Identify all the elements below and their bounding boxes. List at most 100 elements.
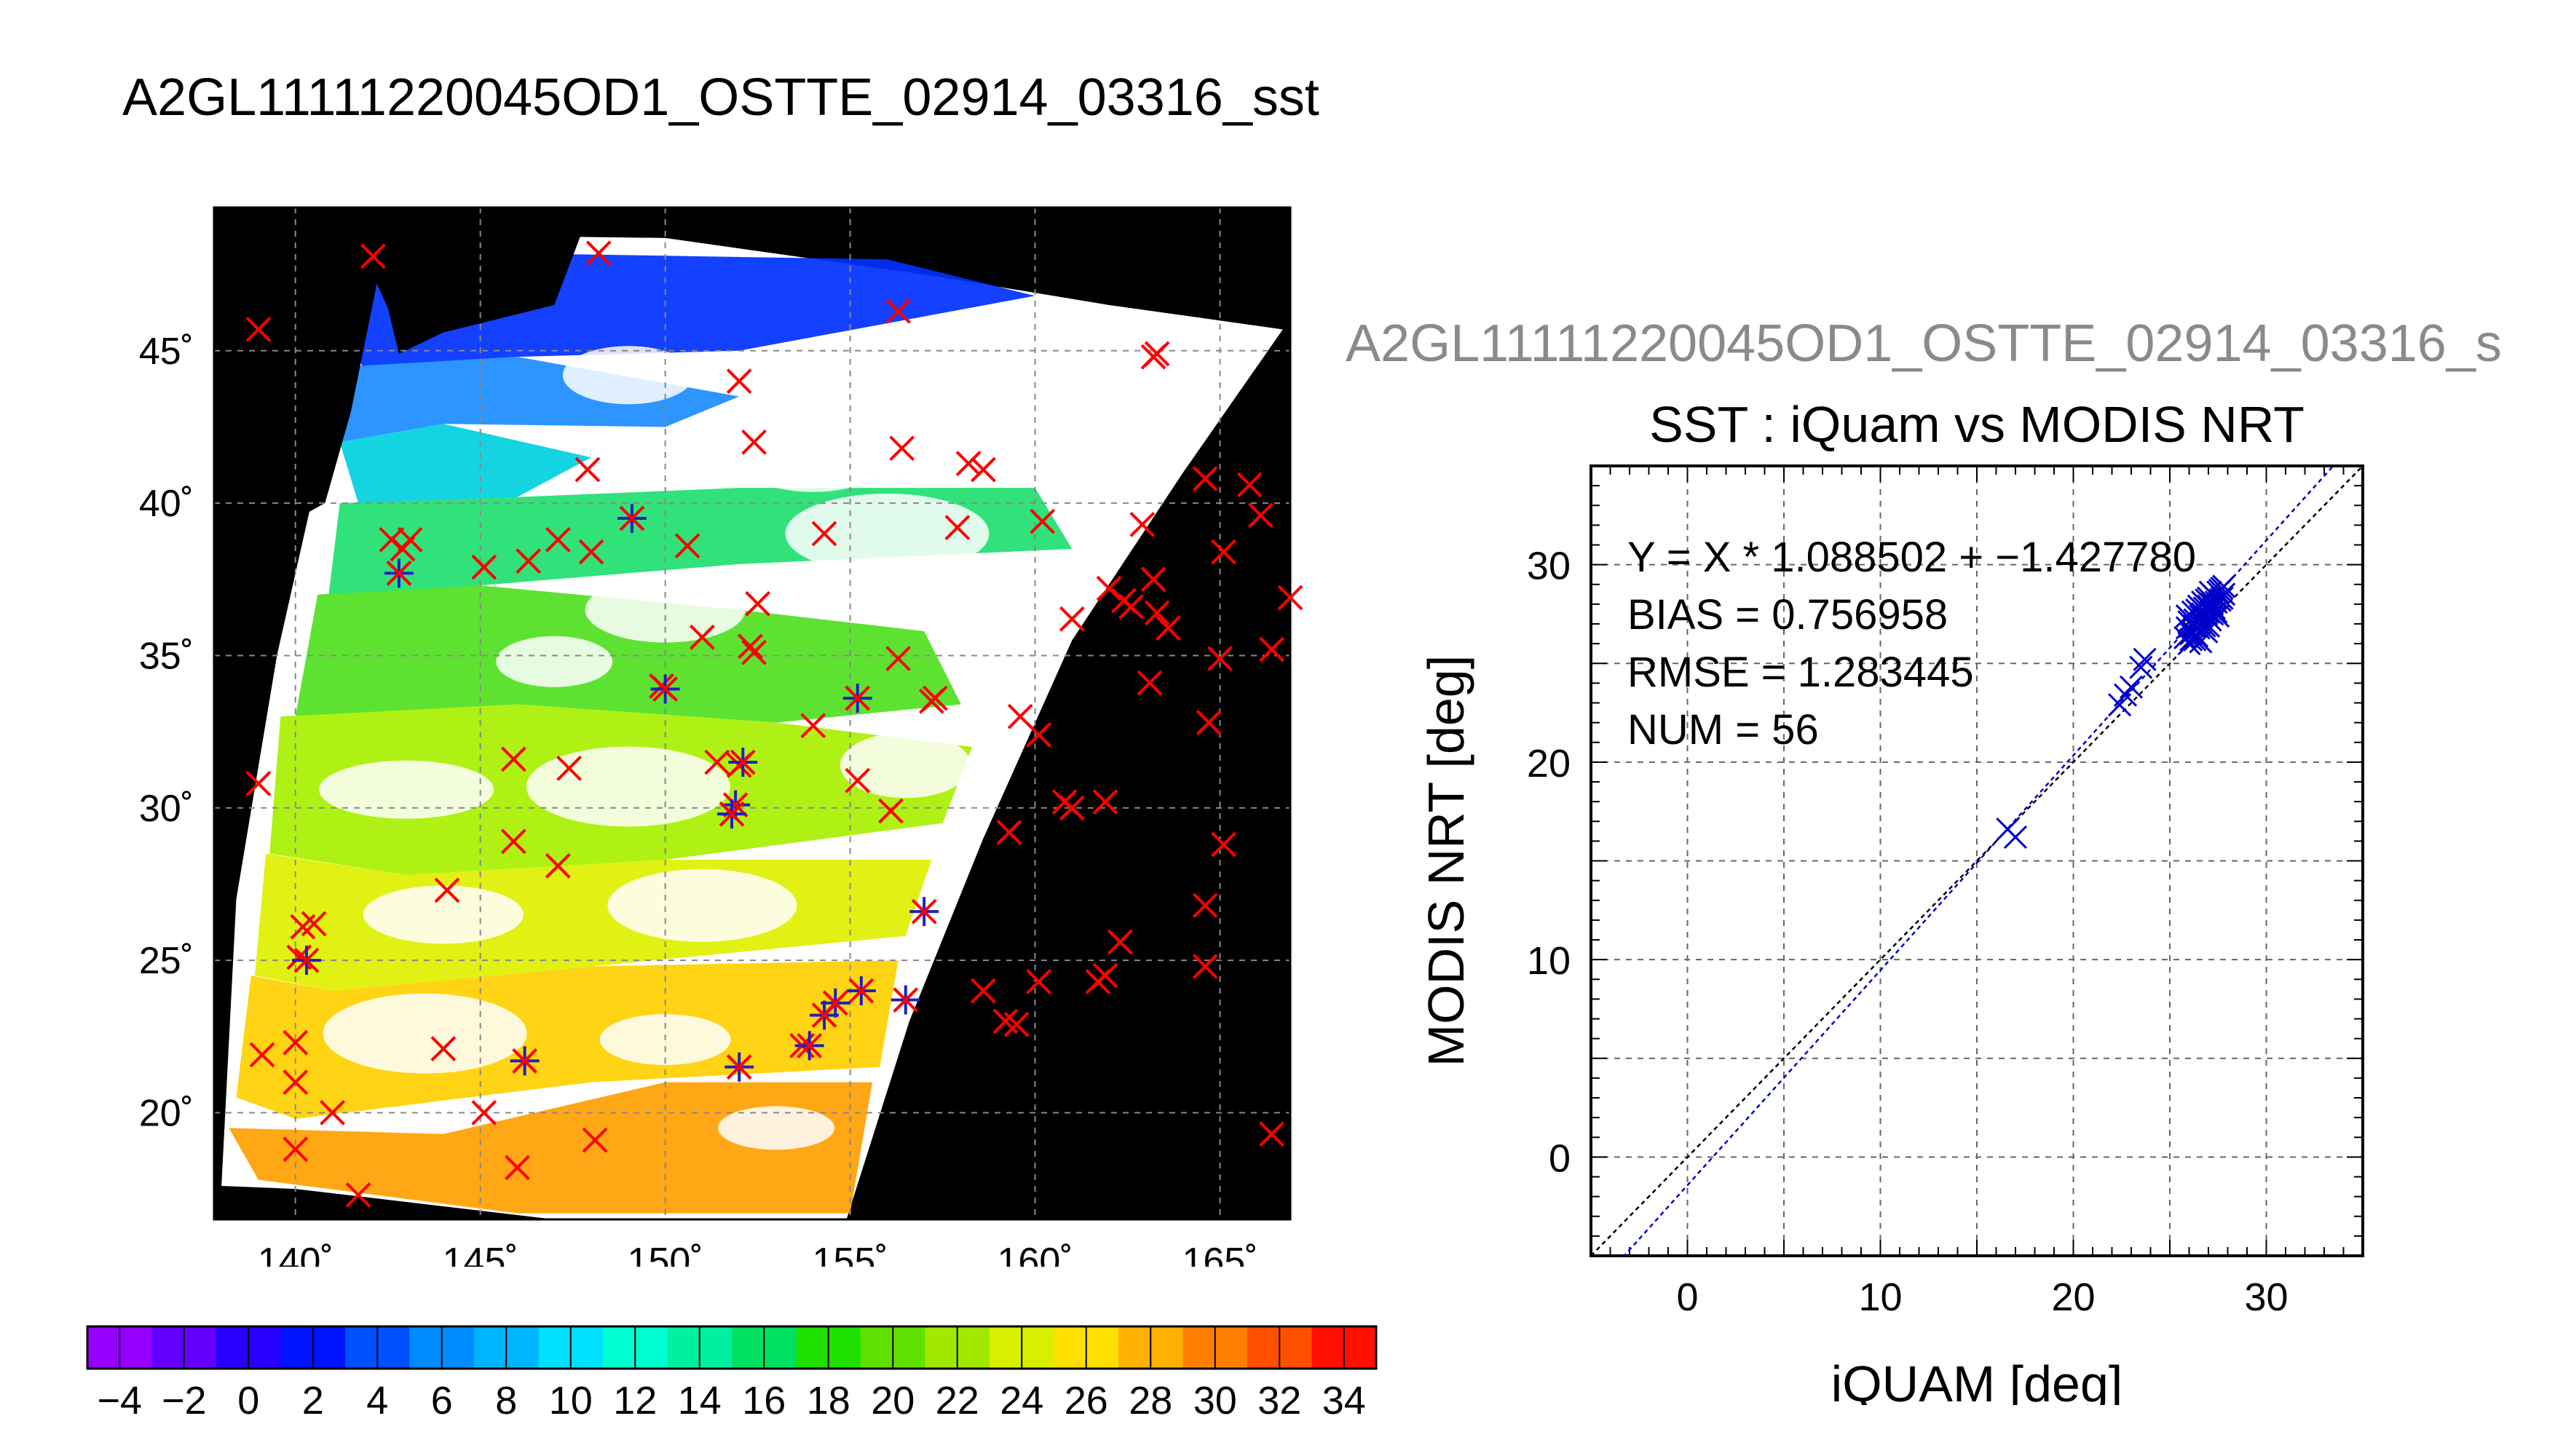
scatter-frame (1590, 464, 2364, 1257)
matchup-marker (320, 1100, 345, 1125)
sst-band (339, 424, 592, 504)
matchup-marker (1207, 646, 1233, 672)
scatter-annotation: RMSE = 1.283445 (1627, 649, 1974, 696)
x-tick-label: 20 (2051, 1275, 2095, 1319)
matchup-marker (1026, 721, 1052, 748)
lat-tick-label: 30˚ (139, 788, 194, 830)
matchup-marker (1192, 893, 1218, 919)
lon-tick-label: 140˚ (258, 1241, 333, 1267)
colorbar-tick-label: 22 (936, 1379, 979, 1423)
matchup-marker (1236, 472, 1263, 498)
matchup-marker (500, 746, 526, 772)
colorbar-tick-label: 32 (1257, 1379, 1301, 1423)
matchup-marker (1003, 1011, 1030, 1037)
lat-tick-label: 40˚ (139, 483, 194, 525)
cloud-mask (725, 404, 901, 492)
used-matchup-marker (846, 976, 876, 1005)
matchup-marker (1118, 594, 1145, 620)
matchup-marker (1085, 969, 1111, 994)
main-title: A2GL11111220045OD1_OSTTE_02914_03316_sst (122, 68, 1319, 127)
sst-band (295, 585, 961, 723)
y-tick-label: 0 (1549, 1136, 1571, 1180)
matchup-marker (674, 533, 700, 559)
scatter-file-title: A2GL11111220045OD1_OSTTE_02914_03316_s (1346, 314, 2502, 373)
colorbar-tick-label: 28 (1129, 1379, 1172, 1423)
scatter-point (2189, 630, 2213, 654)
matchup-marker (1096, 575, 1122, 601)
matchup-marker (1259, 636, 1285, 662)
used-matchup-marker (724, 1052, 754, 1082)
scatter-annotation: BIAS = 0.756958 (1627, 591, 1948, 638)
matchup-marker (500, 828, 526, 855)
matchup-marker (345, 1182, 371, 1208)
colorbar-tick-label: 30 (1193, 1379, 1237, 1423)
used-matchup-marker (794, 1031, 824, 1061)
matchup-marker (726, 368, 752, 395)
colorbar-tick-label: 6 (431, 1379, 453, 1423)
matchup-marker (1137, 670, 1163, 696)
scatter-annotation: NUM = 56 (1627, 706, 1819, 753)
y-axis-label: MODIS NRT [deg] (1420, 655, 1474, 1067)
matchup-marker (471, 554, 497, 580)
cloud-mask (363, 885, 524, 944)
colorbar-tick-label: 18 (807, 1379, 850, 1423)
matchup-marker (704, 749, 730, 775)
matchup-marker (1247, 502, 1273, 529)
cloud-mask (607, 869, 797, 942)
matchup-marker (578, 539, 604, 565)
matchup-marker (1030, 508, 1056, 534)
matchup-marker (1140, 344, 1166, 370)
cloud-mask (880, 344, 1041, 418)
cloud-mask (1006, 398, 1138, 486)
matchup-marker (690, 624, 715, 650)
colorbar: −4 −2 0 2 4 6 8 10 12 14 16 18 20 22 24 26 28 30 32 34 (86, 1325, 1378, 1423)
matchup-marker (283, 1029, 309, 1056)
colorbar-tick-label: 10 (549, 1379, 593, 1423)
sst-map: 140˚ 145˚ 150˚ 155˚ 160˚ 165˚ 20˚ 25˚ 30˚ 35˚ 40˚ 4… (139, 206, 1303, 1267)
colorbar-tick-label: 16 (742, 1379, 786, 1423)
matchup-marker (301, 911, 327, 937)
matchup-marker (434, 877, 460, 903)
colorbar-tick-label: 20 (871, 1379, 915, 1423)
scatter-plot: Y = X * 1.088502 + −1.427780 BIAS = 0.756… (1420, 464, 2364, 1405)
lat-tick-label: 35˚ (139, 635, 194, 677)
matchup-marker (585, 240, 612, 266)
colorbar-tick-label: −4 (97, 1379, 142, 1423)
y-tick-label: 20 (1527, 742, 1571, 786)
colorbar-tick-label: 12 (613, 1379, 657, 1423)
scatter-point (2200, 590, 2224, 614)
scatter-point (2129, 655, 2153, 679)
matchup-marker (1140, 566, 1166, 593)
matchup-marker (741, 429, 767, 455)
used-matchup-marker (291, 946, 321, 976)
matchup-marker (800, 713, 826, 739)
lon-tick-label: 165˚ (1182, 1241, 1257, 1267)
matchup-marker (283, 1069, 309, 1096)
colorbar-tick-label: 0 (237, 1379, 259, 1423)
cloud-mask (323, 993, 527, 1074)
scatter-point (2119, 675, 2144, 699)
matchup-marker (1026, 969, 1052, 994)
sst-band (339, 357, 740, 443)
matchup-marker (249, 1042, 275, 1068)
matchup-marker (582, 1127, 608, 1153)
cloud-mask (526, 746, 730, 827)
colorbar-tick-label: 2 (302, 1379, 324, 1423)
matchup-marker (505, 1155, 530, 1181)
cloud-mask (496, 636, 613, 687)
matchup-marker (360, 243, 386, 269)
cloud-mask (785, 493, 990, 574)
matchup-marker (545, 526, 571, 553)
matchup-marker (245, 317, 272, 342)
matchup-marker (1129, 512, 1156, 537)
matchup-marker (471, 1100, 497, 1125)
matchup-marker (1059, 606, 1085, 632)
lat-tick-label: 45˚ (139, 331, 194, 373)
matchup-marker (516, 548, 542, 574)
lat-tick-label: 25˚ (139, 940, 194, 982)
matchup-marker (738, 633, 763, 660)
matchup-marker (878, 798, 904, 824)
scatter-point (2003, 825, 2028, 850)
matchup-marker (1144, 600, 1170, 626)
matchup-marker (1192, 466, 1218, 492)
